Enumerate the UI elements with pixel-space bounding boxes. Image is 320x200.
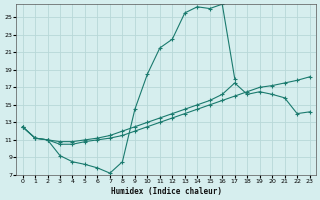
- X-axis label: Humidex (Indice chaleur): Humidex (Indice chaleur): [111, 187, 221, 196]
